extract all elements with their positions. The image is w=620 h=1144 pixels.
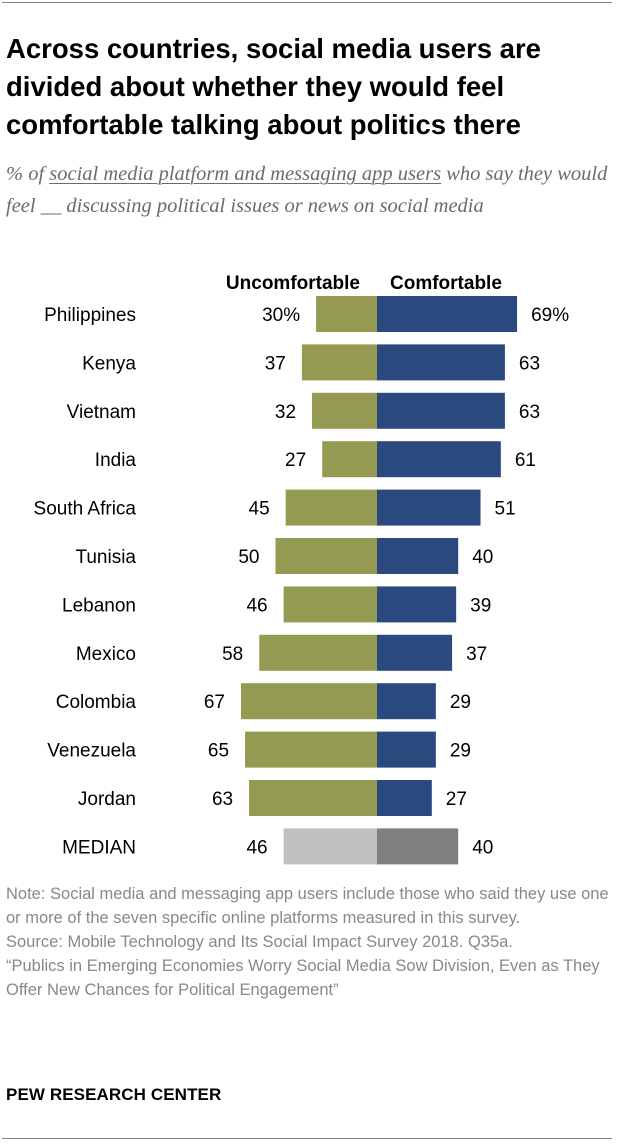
category-label: Mexico [76, 644, 136, 665]
org-logo: PEW RESEARCH CENTER [6, 1085, 222, 1104]
bar-uncomfortable [275, 538, 377, 574]
bar-uncomfortable [249, 780, 377, 816]
header-uncomfortable: Uncomfortable [226, 273, 360, 294]
category-label: Lebanon [62, 595, 136, 616]
subtitle-underlined: social media platform and messaging app … [49, 163, 442, 185]
bar-comfortable [377, 634, 453, 671]
value-label-uncomfortable: 67 [204, 692, 225, 713]
bar-comfortable [377, 344, 505, 381]
category-label: India [95, 450, 137, 471]
category-label: Venezuela [47, 741, 136, 762]
value-label-comfortable: 63 [519, 402, 540, 423]
value-label-uncomfortable: 58 [222, 644, 243, 665]
subtitle-prefix: % of [6, 163, 50, 185]
bar-comfortable [377, 392, 505, 429]
bar-comfortable [377, 489, 481, 526]
value-label-uncomfortable: 46 [246, 595, 267, 616]
top-rule [2, 2, 612, 3]
value-label-uncomfortable: 50 [238, 547, 259, 568]
bar-uncomfortable [245, 731, 377, 768]
bar-comfortable [377, 538, 459, 574]
report-title: “Publics in Emerging Economies Worry Soc… [6, 957, 600, 999]
bar-comfortable [377, 683, 436, 720]
category-label: South Africa [34, 499, 137, 520]
bar-uncomfortable [285, 489, 377, 526]
bar-uncomfortable [316, 296, 377, 332]
chart-title: Across countries, social media users are… [6, 33, 541, 140]
bar-comfortable [377, 586, 457, 623]
value-label-uncomfortable: 27 [285, 450, 306, 471]
bar-comfortable [377, 296, 518, 332]
value-label-uncomfortable: 65 [208, 741, 229, 762]
category-label: MEDIAN [62, 837, 136, 858]
bar-uncomfortable [312, 392, 377, 429]
bar-uncomfortable [240, 683, 377, 720]
bar-uncomfortable [283, 586, 377, 623]
value-label-comfortable: 61 [515, 450, 536, 471]
value-label-comfortable: 29 [450, 741, 471, 762]
value-label-comfortable: 69% [531, 305, 569, 326]
value-label-uncomfortable: 37 [265, 353, 286, 374]
category-label: Kenya [82, 353, 136, 374]
bar-uncomfortable [283, 828, 377, 865]
value-label-comfortable: 37 [466, 644, 487, 665]
bottom-rule [2, 1138, 612, 1139]
value-label-comfortable: 63 [519, 353, 540, 374]
header-comfortable: Comfortable [390, 273, 502, 294]
category-label: Tunisia [75, 547, 136, 568]
bar-comfortable [377, 731, 436, 768]
category-label: Colombia [56, 692, 137, 713]
category-label: Philippines [44, 305, 136, 326]
category-label: Jordan [78, 789, 136, 810]
notes-block: Note: Social media and messaging app use… [6, 882, 611, 1002]
category-label: Vietnam [67, 402, 136, 423]
value-label-comfortable: 40 [472, 547, 493, 568]
bar-uncomfortable [322, 441, 377, 478]
value-label-comfortable: 27 [446, 789, 467, 810]
value-label-comfortable: 51 [495, 499, 516, 520]
bar-uncomfortable [259, 634, 377, 671]
value-label-uncomfortable: 32 [275, 402, 296, 423]
value-label-uncomfortable: 30% [262, 305, 300, 326]
note-text: Note: Social media and messaging app use… [6, 885, 609, 927]
bar-uncomfortable [301, 344, 377, 381]
value-label-comfortable: 40 [472, 837, 493, 858]
value-label-comfortable: 29 [450, 692, 471, 713]
bar-comfortable [377, 828, 459, 865]
source-text: Source: Mobile Technology and Its Social… [6, 933, 513, 951]
diverging-bar-chart: Uncomfortable Comfortable Philippines 30% 69… [34, 273, 569, 865]
value-label-uncomfortable: 46 [246, 837, 267, 858]
bar-comfortable [377, 441, 501, 478]
value-label-uncomfortable: 45 [249, 499, 270, 520]
subtitle-suffix: who say they would feel __ discussing po… [6, 163, 608, 217]
value-label-uncomfortable: 63 [212, 789, 233, 810]
bar-comfortable [377, 780, 432, 816]
value-label-comfortable: 39 [470, 595, 491, 616]
chart-subtitle: % of social media platform and messaging… [6, 158, 611, 222]
